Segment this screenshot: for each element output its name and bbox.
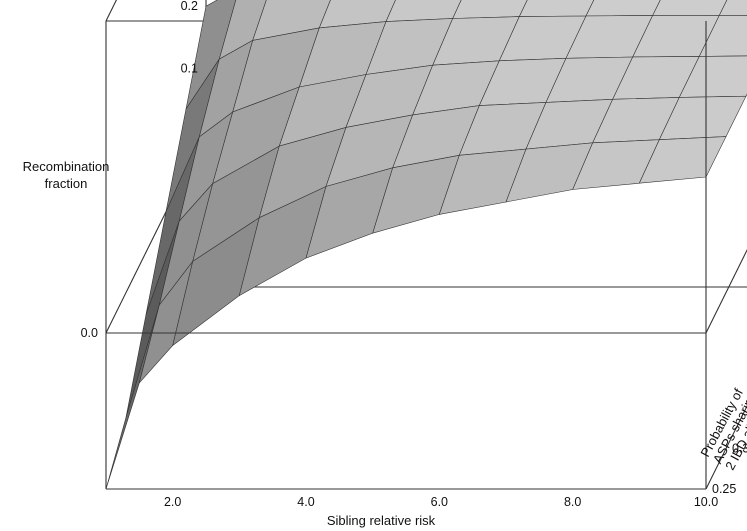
z-tick-label: 0.0 [81,326,98,340]
y-axis-label: Probability ofASPs sharing2 IBD alleles [697,383,747,473]
box-edge [705,248,747,334]
y-tick-label: 0.25 [712,482,736,496]
surface-patch [638,136,727,184]
x-tick-label: 10.0 [694,495,718,509]
box-edge [705,404,747,490]
plot-box-front [105,21,747,490]
surface-patch [718,0,747,16]
tick-labels: 2.04.06.08.010.00.250.300.350.400.450.00… [81,0,747,509]
surface-mesh [105,0,747,490]
z-tick-label: 0.2 [181,0,198,13]
x-tick-label: 4.0 [297,495,314,509]
x-tick-label: 6.0 [431,495,448,509]
z-tick-label: 0.1 [181,62,198,76]
x-tick-label: 8.0 [564,495,581,509]
x-tick-label: 2.0 [164,495,181,509]
z-axis-label: Recombination fraction [23,159,110,191]
x-axis-label: Sibling relative risk [327,513,436,528]
y-tick-label: 0.30 [732,442,747,456]
axis-labels: Sibling relative risk Recombination fracti… [23,159,747,528]
